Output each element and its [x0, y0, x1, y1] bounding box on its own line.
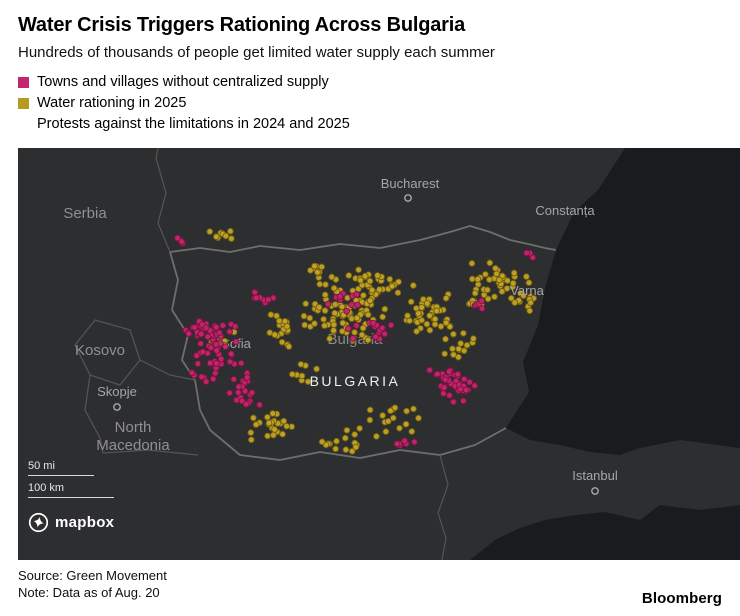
skopje-city-dot [113, 403, 121, 411]
map-scale: 50 mi 100 km [28, 460, 114, 504]
legend-item-protests: Protests against the limitations in 2024… [18, 116, 722, 132]
chart-subtitle: Hundreds of thousands of people get limi… [18, 44, 495, 61]
mapbox-logo[interactable]: mapbox [28, 512, 114, 533]
chart-footer: Source: Green Movement Note: Data as of … [0, 560, 740, 616]
scale-km-bar [28, 497, 114, 498]
chart-header: Water Crisis Triggers Rationing Across B… [0, 0, 740, 137]
source-block: Source: Green Movement Note: Data as of … [18, 567, 167, 610]
bloomberg-logo: Bloomberg [641, 590, 722, 607]
mapbox-logo-icon [28, 512, 49, 533]
legend-item-no-supply: Towns and villages without centralized s… [18, 74, 722, 90]
istanbul-city-dot [591, 487, 599, 495]
legend-label-rationing: Water rationing in 2025 [37, 95, 187, 111]
source-note: Source: Green Movement [18, 568, 167, 583]
bucharest-city-dot [404, 194, 412, 202]
scale-mi-label: 50 mi [28, 460, 55, 472]
mapbox-logo-text: mapbox [55, 514, 115, 531]
legend: Towns and villages without centralized s… [18, 74, 722, 137]
legend-swatch-no-supply [18, 76, 29, 88]
map-base-layer [74, 148, 740, 560]
map-dots-layer [113, 194, 599, 495]
scale-mi-bar [28, 475, 94, 476]
scale-km-label: 100 km [28, 482, 65, 494]
legend-swatch-rationing [18, 97, 29, 109]
legend-label-protests: Protests against the limitations in 2024… [37, 116, 350, 132]
legend-label-no-supply: Towns and villages without centralized s… [37, 74, 329, 90]
map-canvas[interactable]: Serbia Bucharest Constanța Varna Kosovo Skopj… [18, 148, 740, 560]
data-note: Note: Data as of Aug. 20 [18, 585, 160, 600]
page-title: Water Crisis Triggers Rationing Across B… [18, 14, 466, 36]
legend-item-rationing: Water rationing in 2025 [18, 95, 722, 111]
